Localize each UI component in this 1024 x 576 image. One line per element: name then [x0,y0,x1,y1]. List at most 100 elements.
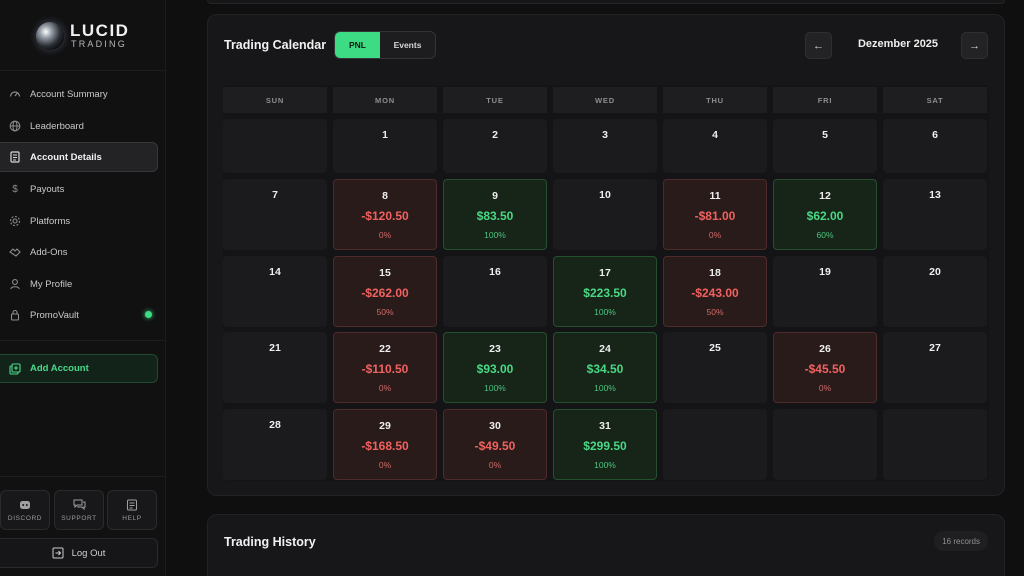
day-pnl: $83.50 [476,209,514,223]
dollar-icon: $ [12,183,18,195]
day-pnl: -$45.50 [804,362,846,376]
sidebar-item-account-summary[interactable]: Account Summary [0,79,158,109]
calendar-day-cell[interactable]: 15 -$262.00 50% [333,256,437,327]
toggle-pnl-button[interactable]: PNL [335,32,380,58]
calendar-day-cell[interactable]: 23 $93.00 100% [443,332,547,403]
sidebar-item-leaderboard[interactable]: Leaderboard [0,111,158,141]
day-number: 11 [709,190,721,202]
calendar-day-cell[interactable]: 29 -$168.50 0% [333,409,437,480]
day-win-rate: 50% [706,307,724,317]
brand-logo[interactable]: LUCID TRADING [36,20,146,52]
calendar-day-cell[interactable]: 2 [443,119,547,173]
prev-month-button[interactable]: ← [805,32,832,59]
calendar-day-cell[interactable]: 16 [443,256,547,327]
document-icon [8,150,22,164]
day-number: 18 [709,267,721,279]
sidebar-item-label: PromoVault [30,309,79,321]
day-number: 31 [599,420,611,432]
calendar-day-cell[interactable]: 21 [223,332,327,403]
sidebar-divider [0,340,166,341]
sidebar-item-promovault[interactable]: PromoVault [0,300,158,330]
day-pnl: -$168.50 [361,439,409,453]
day-win-rate: 100% [484,383,506,393]
sidebar-item-payouts[interactable]: $ Payouts [0,174,158,204]
day-number: 20 [929,266,941,278]
calendar-day-cell[interactable]: 26 -$45.50 0% [773,332,877,403]
arrow-right-icon: → [969,39,980,52]
calendar-day-cell[interactable]: 20 [883,256,987,327]
sidebar-divider [0,476,166,477]
calendar-day-cell[interactable]: 18 -$243.00 50% [663,256,767,327]
calendar-day-cell[interactable]: 4 [663,119,767,173]
calendar-day-cell[interactable]: 25 [663,332,767,403]
discord-button[interactable]: DISCORD [0,490,50,530]
view-toggle: PNL Events [334,31,436,59]
day-pnl: -$110.50 [361,362,409,376]
calendar-day-cell[interactable]: 31 $299.50 100% [553,409,657,480]
day-number: 6 [932,129,938,141]
next-month-button[interactable]: → [961,32,988,59]
day-number: 27 [929,342,941,354]
calendar-title: Trading Calendar [224,38,327,52]
status-dot [145,311,152,318]
sidebar: LUCID TRADING Account Summary Leaderboar… [0,0,166,576]
calendar-day-cell[interactable]: 8 -$120.50 0% [333,179,437,250]
chat-icon [72,499,86,511]
toggle-events-button[interactable]: Events [393,40,422,50]
calendar-empty-cell [883,409,987,480]
brand-name: LUCID [70,21,130,40]
day-number: 3 [602,129,608,141]
day-number: 19 [819,266,831,278]
day-number: 10 [599,189,611,201]
calendar-day-cell[interactable]: 30 -$49.50 0% [443,409,547,480]
calendar-day-cell[interactable]: 13 [883,179,987,250]
day-number: 26 [819,343,831,355]
weekday-header: FRI [773,87,877,113]
calendar-day-cell[interactable]: 27 [883,332,987,403]
support-button[interactable]: SUPPORT [54,490,104,530]
day-number: 13 [929,189,941,201]
add-account-button[interactable]: Add Account [0,354,158,383]
help-button[interactable]: HELP [107,490,157,530]
records-badge: 16 records [934,531,988,551]
day-number: 4 [712,129,718,141]
day-pnl: -$243.00 [691,286,739,300]
calendar-day-cell[interactable]: 5 [773,119,877,173]
calendar-day-cell[interactable]: 17 $223.50 100% [553,256,657,327]
day-number: 8 [382,190,388,202]
day-pnl: $62.00 [806,209,844,223]
calendar-day-cell[interactable]: 6 [883,119,987,173]
weekday-header: WED [553,87,657,113]
day-pnl: $299.50 [583,439,627,453]
calendar-day-cell[interactable]: 24 $34.50 100% [553,332,657,403]
calendar-grid: SUN MON TUE WED THU FRI SAT 1 2 3 4 5 6 7 8 -$120.50 0% 9… [223,85,989,481]
sidebar-item-platforms[interactable]: Platforms [0,206,158,236]
weekday-header: SUN [223,87,327,113]
calendar-day-cell[interactable]: 28 [223,409,327,480]
day-number: 30 [489,420,501,432]
sidebar-item-add-ons[interactable]: Add-Ons [0,237,158,267]
day-number: 9 [492,190,498,202]
day-pnl: -$81.00 [694,209,736,223]
calendar-day-cell[interactable]: 19 [773,256,877,327]
calendar-day-cell[interactable]: 10 [553,179,657,250]
calendar-day-cell[interactable]: 12 $62.00 60% [773,179,877,250]
calendar-day-cell[interactable]: 7 [223,179,327,250]
calendar-day-cell[interactable]: 11 -$81.00 0% [663,179,767,250]
logout-label: Log Out [71,547,106,559]
day-number: 29 [379,420,391,432]
add-account-icon [8,362,22,376]
day-number: 2 [492,129,498,141]
sidebar-item-label: Add-Ons [30,246,68,258]
sidebar-item-my-profile[interactable]: My Profile [0,269,158,299]
logout-button[interactable]: Log Out [0,538,158,568]
sidebar-item-account-details[interactable]: Account Details [0,142,158,172]
calendar-day-cell[interactable]: 1 [333,119,437,173]
day-number: 15 [379,267,391,279]
calendar-day-cell[interactable]: 22 -$110.50 0% [333,332,437,403]
sidebar-item-label: Platforms [30,215,71,227]
calendar-day-cell[interactable]: 9 $83.50 100% [443,179,547,250]
calendar-day-cell[interactable]: 3 [553,119,657,173]
day-number: 16 [489,266,501,278]
calendar-day-cell[interactable]: 14 [223,256,327,327]
